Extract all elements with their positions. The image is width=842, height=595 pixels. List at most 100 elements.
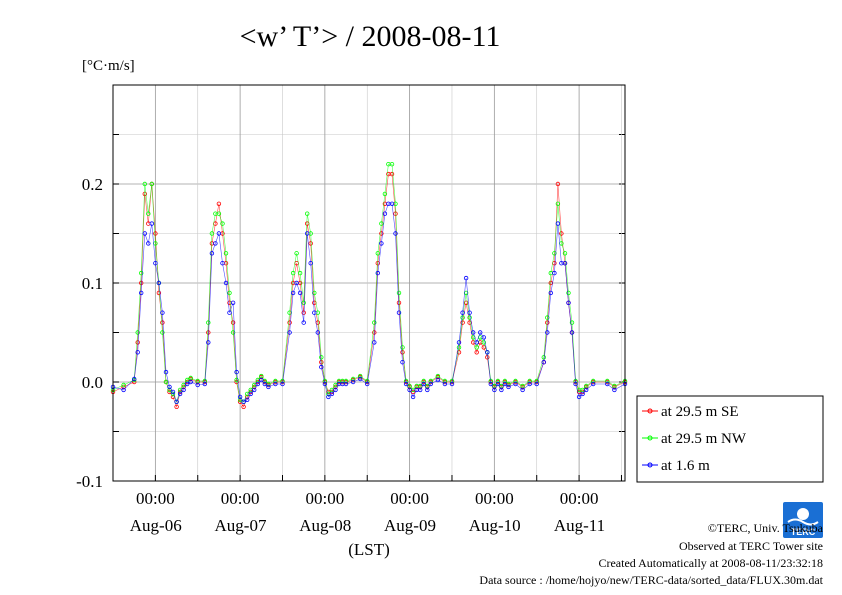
data-point (555, 181, 561, 187)
data-point (227, 310, 232, 315)
data-point (290, 270, 296, 276)
data-point (389, 201, 395, 206)
legend-box (636, 395, 824, 483)
data-point (234, 377, 239, 383)
data-point (188, 379, 193, 385)
data-point (121, 382, 126, 388)
data-point (350, 379, 356, 385)
data-point (209, 251, 215, 256)
data-point (393, 231, 398, 236)
data-point (181, 387, 186, 393)
data-point (375, 270, 380, 276)
data-point (403, 381, 409, 387)
data-point (545, 330, 550, 335)
data-point (287, 330, 292, 335)
data-point (389, 161, 395, 167)
data-point (131, 376, 137, 382)
x-time-label: 00:00 (475, 489, 514, 508)
plot-frame (112, 84, 626, 482)
data-point (220, 221, 225, 226)
data-point (605, 378, 610, 384)
data-point (541, 360, 546, 365)
data-point (605, 381, 610, 387)
data-point (460, 320, 465, 325)
data-point (591, 378, 596, 384)
source-text: Data source : /home/hojyo/new/TERC-data/… (479, 573, 823, 587)
data-point (555, 221, 561, 226)
data-point (163, 379, 169, 385)
data-point (545, 315, 550, 320)
data-point (213, 241, 218, 246)
data-point (146, 241, 151, 246)
data-point (153, 261, 158, 266)
data-point (573, 381, 578, 387)
data-point (562, 251, 568, 256)
data-point (319, 360, 324, 365)
data-series (110, 161, 628, 409)
data-point (569, 330, 575, 335)
data-point (463, 275, 469, 281)
data-point (138, 280, 144, 286)
data-point (305, 211, 310, 216)
data-point (149, 221, 154, 226)
data-point (135, 330, 140, 335)
data-point (287, 320, 292, 325)
data-point (343, 378, 349, 384)
data-point (237, 394, 243, 400)
data-point (174, 404, 179, 409)
data-point (569, 320, 575, 325)
data-point (301, 300, 306, 305)
data-point (301, 320, 306, 325)
data-point (333, 387, 338, 393)
data-point (421, 381, 426, 387)
data-point (559, 231, 564, 236)
data-point (290, 290, 296, 296)
data-point (156, 280, 162, 286)
series-3 (110, 201, 628, 404)
data-point (135, 340, 140, 345)
data-point (375, 261, 380, 266)
data-point (223, 251, 229, 256)
data-point (566, 290, 571, 296)
data-point (160, 330, 165, 335)
data-point (471, 330, 476, 335)
data-point (142, 181, 147, 187)
data-point (305, 231, 310, 236)
data-point (142, 231, 147, 236)
legend-label: at 29.5 m NW (661, 431, 747, 447)
data-point (580, 391, 585, 397)
created-text: Created Automatically at 2008-08-11/23:3… (598, 556, 823, 570)
water-drop-icon (797, 508, 809, 520)
grid-lines (113, 85, 625, 481)
x-time-label: 00:00 (560, 489, 599, 508)
data-point (312, 290, 317, 296)
data-point (396, 300, 402, 305)
y-axis-unit: [°C·m/s] (82, 58, 135, 74)
data-point (400, 350, 405, 355)
data-point (566, 300, 571, 305)
data-point (262, 381, 267, 387)
data-point (146, 211, 151, 216)
data-point (456, 345, 462, 350)
data-point (230, 320, 236, 325)
series-line (112, 163, 626, 403)
logo-text: TERC (791, 527, 816, 537)
data-point (499, 387, 504, 393)
data-point (142, 191, 147, 197)
data-point (160, 310, 165, 315)
data-point (485, 350, 490, 355)
data-point (350, 376, 356, 382)
x-date-label: Aug-11 (554, 516, 605, 535)
data-point (463, 300, 469, 305)
data-point (467, 315, 472, 320)
data-point (552, 270, 557, 276)
data-point (273, 378, 278, 384)
data-point (259, 377, 264, 383)
data-point (421, 378, 426, 384)
data-point (410, 394, 416, 400)
data-point (266, 384, 271, 390)
data-point (149, 181, 154, 187)
data-point (220, 261, 225, 266)
y-tick-label: 0.0 (82, 373, 103, 392)
